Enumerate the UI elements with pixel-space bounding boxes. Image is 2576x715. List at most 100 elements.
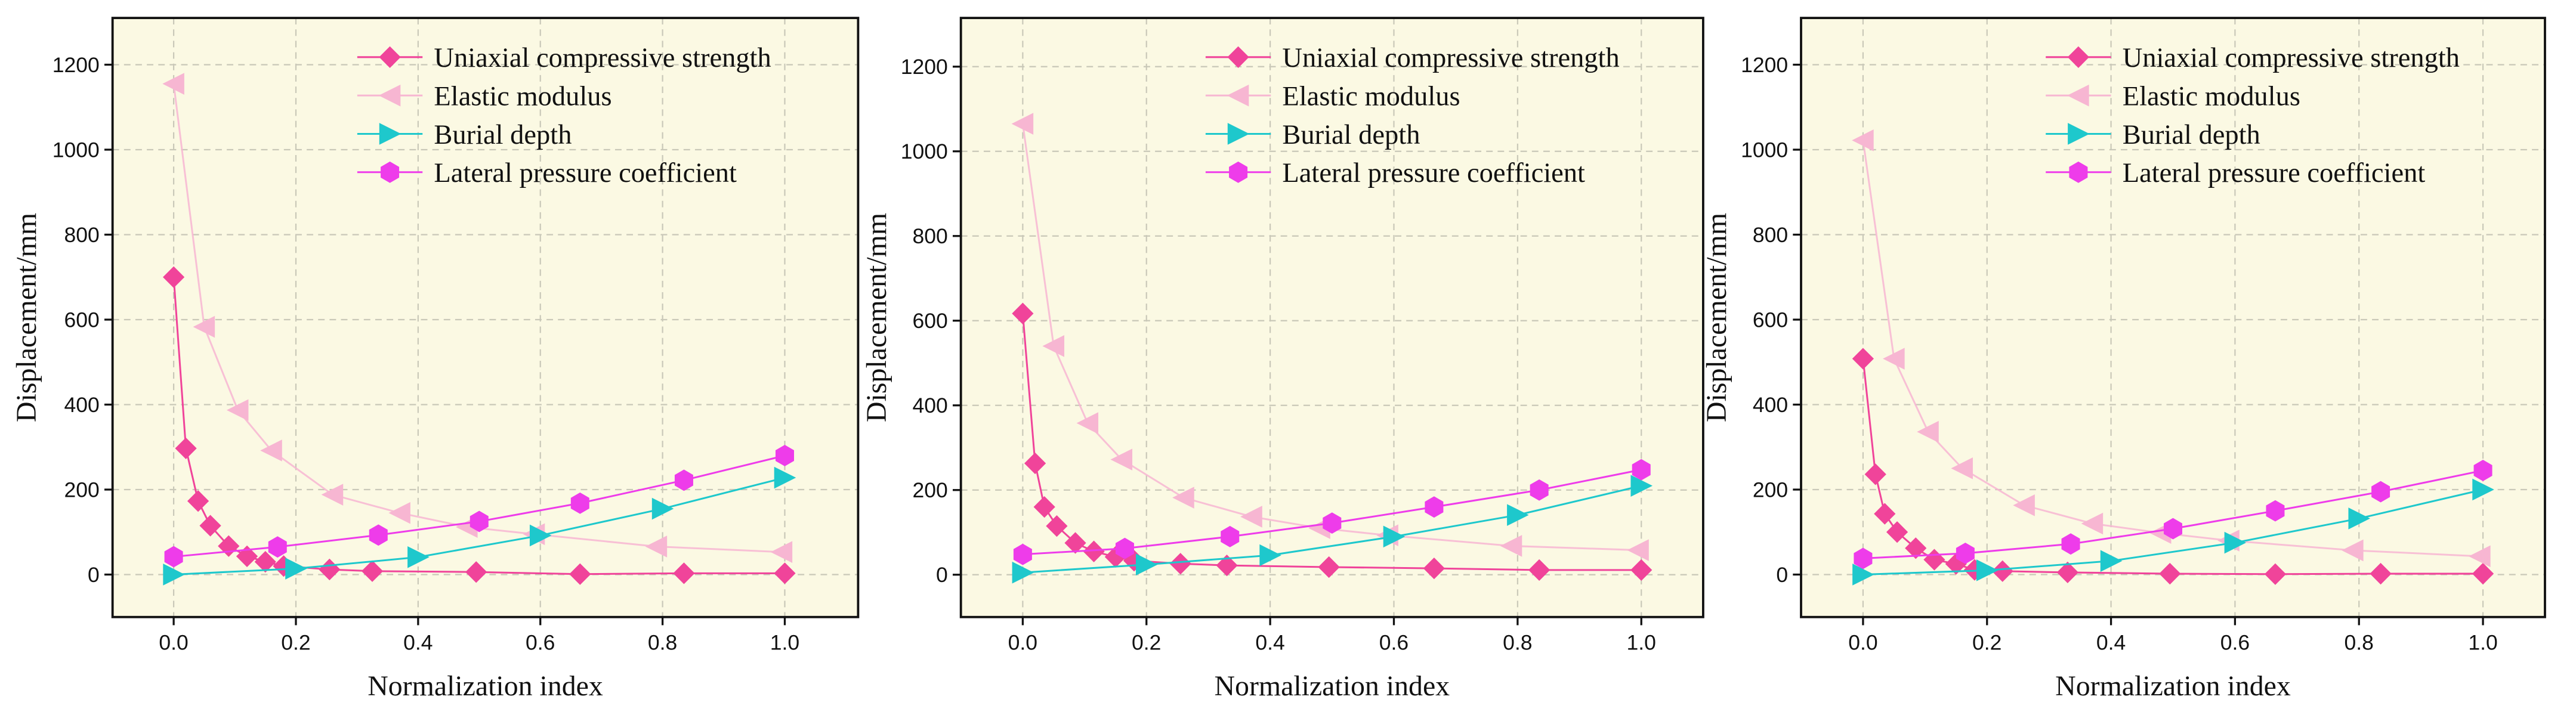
data-point (361, 560, 384, 582)
legend-item: Burial depth (2046, 120, 2260, 150)
legend-item: Lateral pressure coefficient (1205, 158, 1585, 188)
series-lateral-pressure-coefficient (1854, 459, 2492, 569)
data-point (1917, 420, 1939, 443)
data-point (321, 484, 344, 506)
x-tick-label: 0.4 (2096, 630, 2126, 654)
data-point (529, 524, 552, 547)
series-lateral-pressure-coefficient (1013, 459, 1651, 565)
x-tick-label: 0.6 (1379, 630, 1409, 654)
x-axis-label: Normalization index (2055, 670, 2291, 702)
legend-item: Uniaxial compressive strength (1205, 43, 1620, 73)
data-point (1632, 459, 1651, 481)
y-tick-label: 600 (913, 309, 948, 333)
y-tick-label: 0 (936, 563, 948, 587)
data-point (175, 437, 197, 460)
x-tick-label: 0.4 (403, 630, 433, 654)
y-tick-label: 200 (913, 478, 948, 502)
data-point (1172, 487, 1194, 509)
data-point (1425, 496, 1444, 518)
data-point (193, 315, 215, 338)
legend-label: Uniaxial compressive strength (434, 43, 771, 73)
data-point (1011, 113, 1034, 135)
legend-label: Burial depth (2123, 120, 2260, 150)
data-point (285, 558, 307, 580)
series-lateral-pressure-coefficient (164, 445, 794, 568)
data-point (1530, 479, 1549, 501)
legend-label: Elastic modulus (2123, 82, 2300, 112)
data-point (1323, 512, 1342, 534)
legend-marker (1229, 161, 1248, 183)
data-point (2266, 500, 2285, 522)
series-line (1023, 485, 1642, 574)
data-point (465, 561, 487, 583)
data-point (1976, 559, 1999, 581)
legend: Uniaxial compressive strength Elastic mod… (357, 43, 771, 188)
legend-marker (379, 123, 401, 145)
y-tick-label: 0 (1776, 563, 1788, 587)
x-tick-label: 0.0 (1008, 630, 1037, 654)
data-point (1864, 463, 1886, 485)
data-point (1627, 539, 1649, 561)
data-point (187, 490, 209, 512)
chart-panel-1: 0.0 0.2 0.4 0.6 0.8 1.0 0 200 400 600 800 1000 1200 N… (11, 17, 860, 702)
data-point (163, 564, 185, 586)
data-point (1012, 561, 1034, 584)
legend-item: Elastic modulus (357, 82, 612, 112)
data-point (673, 562, 695, 584)
legend-label: Uniaxial compressive strength (1282, 43, 1619, 73)
data-point (1852, 348, 1874, 370)
y-axis-label: Displacement/mm (11, 213, 42, 422)
data-point (2100, 550, 2123, 572)
legend-item: Uniaxial compressive strength (2046, 43, 2460, 73)
legend-marker (378, 84, 401, 107)
data-point (2370, 562, 2392, 585)
data-point (254, 550, 276, 573)
data-point (2472, 478, 2494, 501)
y-tick-label: 1200 (1741, 53, 1788, 77)
series-line (174, 476, 785, 575)
data-point (1042, 335, 1064, 357)
data-point (1854, 547, 1873, 569)
data-point (569, 563, 591, 585)
y-tick-label: 800 (913, 224, 948, 248)
chart-panel-2: 0.0 0.2 0.4 0.6 0.8 1.0 0 200 400 600 800 1000 1200 N… (861, 17, 1704, 702)
data-point (645, 536, 668, 558)
x-tick-label: 0.4 (1255, 630, 1284, 654)
y-tick-label: 800 (64, 223, 100, 247)
plot-frame (1800, 17, 2546, 618)
data-point (1076, 412, 1099, 434)
series-burial-depth (163, 466, 796, 586)
data-point (1951, 457, 1973, 479)
legend: Uniaxial compressive strength Elastic mod… (2046, 43, 2460, 188)
legend-label: Elastic modulus (1282, 82, 1460, 112)
legend-item: Uniaxial compressive strength (357, 43, 771, 73)
data-point (1500, 535, 1522, 557)
data-point (1883, 348, 1905, 370)
data-point (2371, 481, 2390, 503)
data-point (770, 541, 793, 564)
y-tick-label: 400 (1753, 393, 1788, 417)
data-point (1216, 554, 1238, 577)
series-elastic-modulus (162, 73, 793, 564)
legend-label: Uniaxial compressive strength (2123, 43, 2460, 73)
y-tick-label: 1200 (901, 55, 948, 79)
legend-marker (1227, 84, 1249, 107)
data-point (1905, 537, 1927, 559)
data-point (1221, 525, 1240, 547)
data-point (2472, 562, 2494, 585)
legend-marker (1227, 123, 1250, 145)
data-point (2163, 518, 2182, 540)
data-point (2061, 533, 2080, 555)
data-point (1630, 475, 1653, 497)
y-tick-label: 400 (64, 393, 100, 417)
data-point (2056, 561, 2078, 584)
series-burial-depth (1852, 478, 2494, 586)
data-point (1507, 504, 1529, 526)
y-tick-label: 0 (88, 563, 100, 587)
data-point (2081, 512, 2104, 535)
chart-panel-3: 0.0 0.2 0.4 0.6 0.8 1.0 0 200 400 600 800 1000 1200 N… (1701, 17, 2546, 702)
x-tick-label: 1.0 (2468, 630, 2497, 654)
data-point (775, 445, 794, 466)
plot-area (1800, 18, 2545, 617)
